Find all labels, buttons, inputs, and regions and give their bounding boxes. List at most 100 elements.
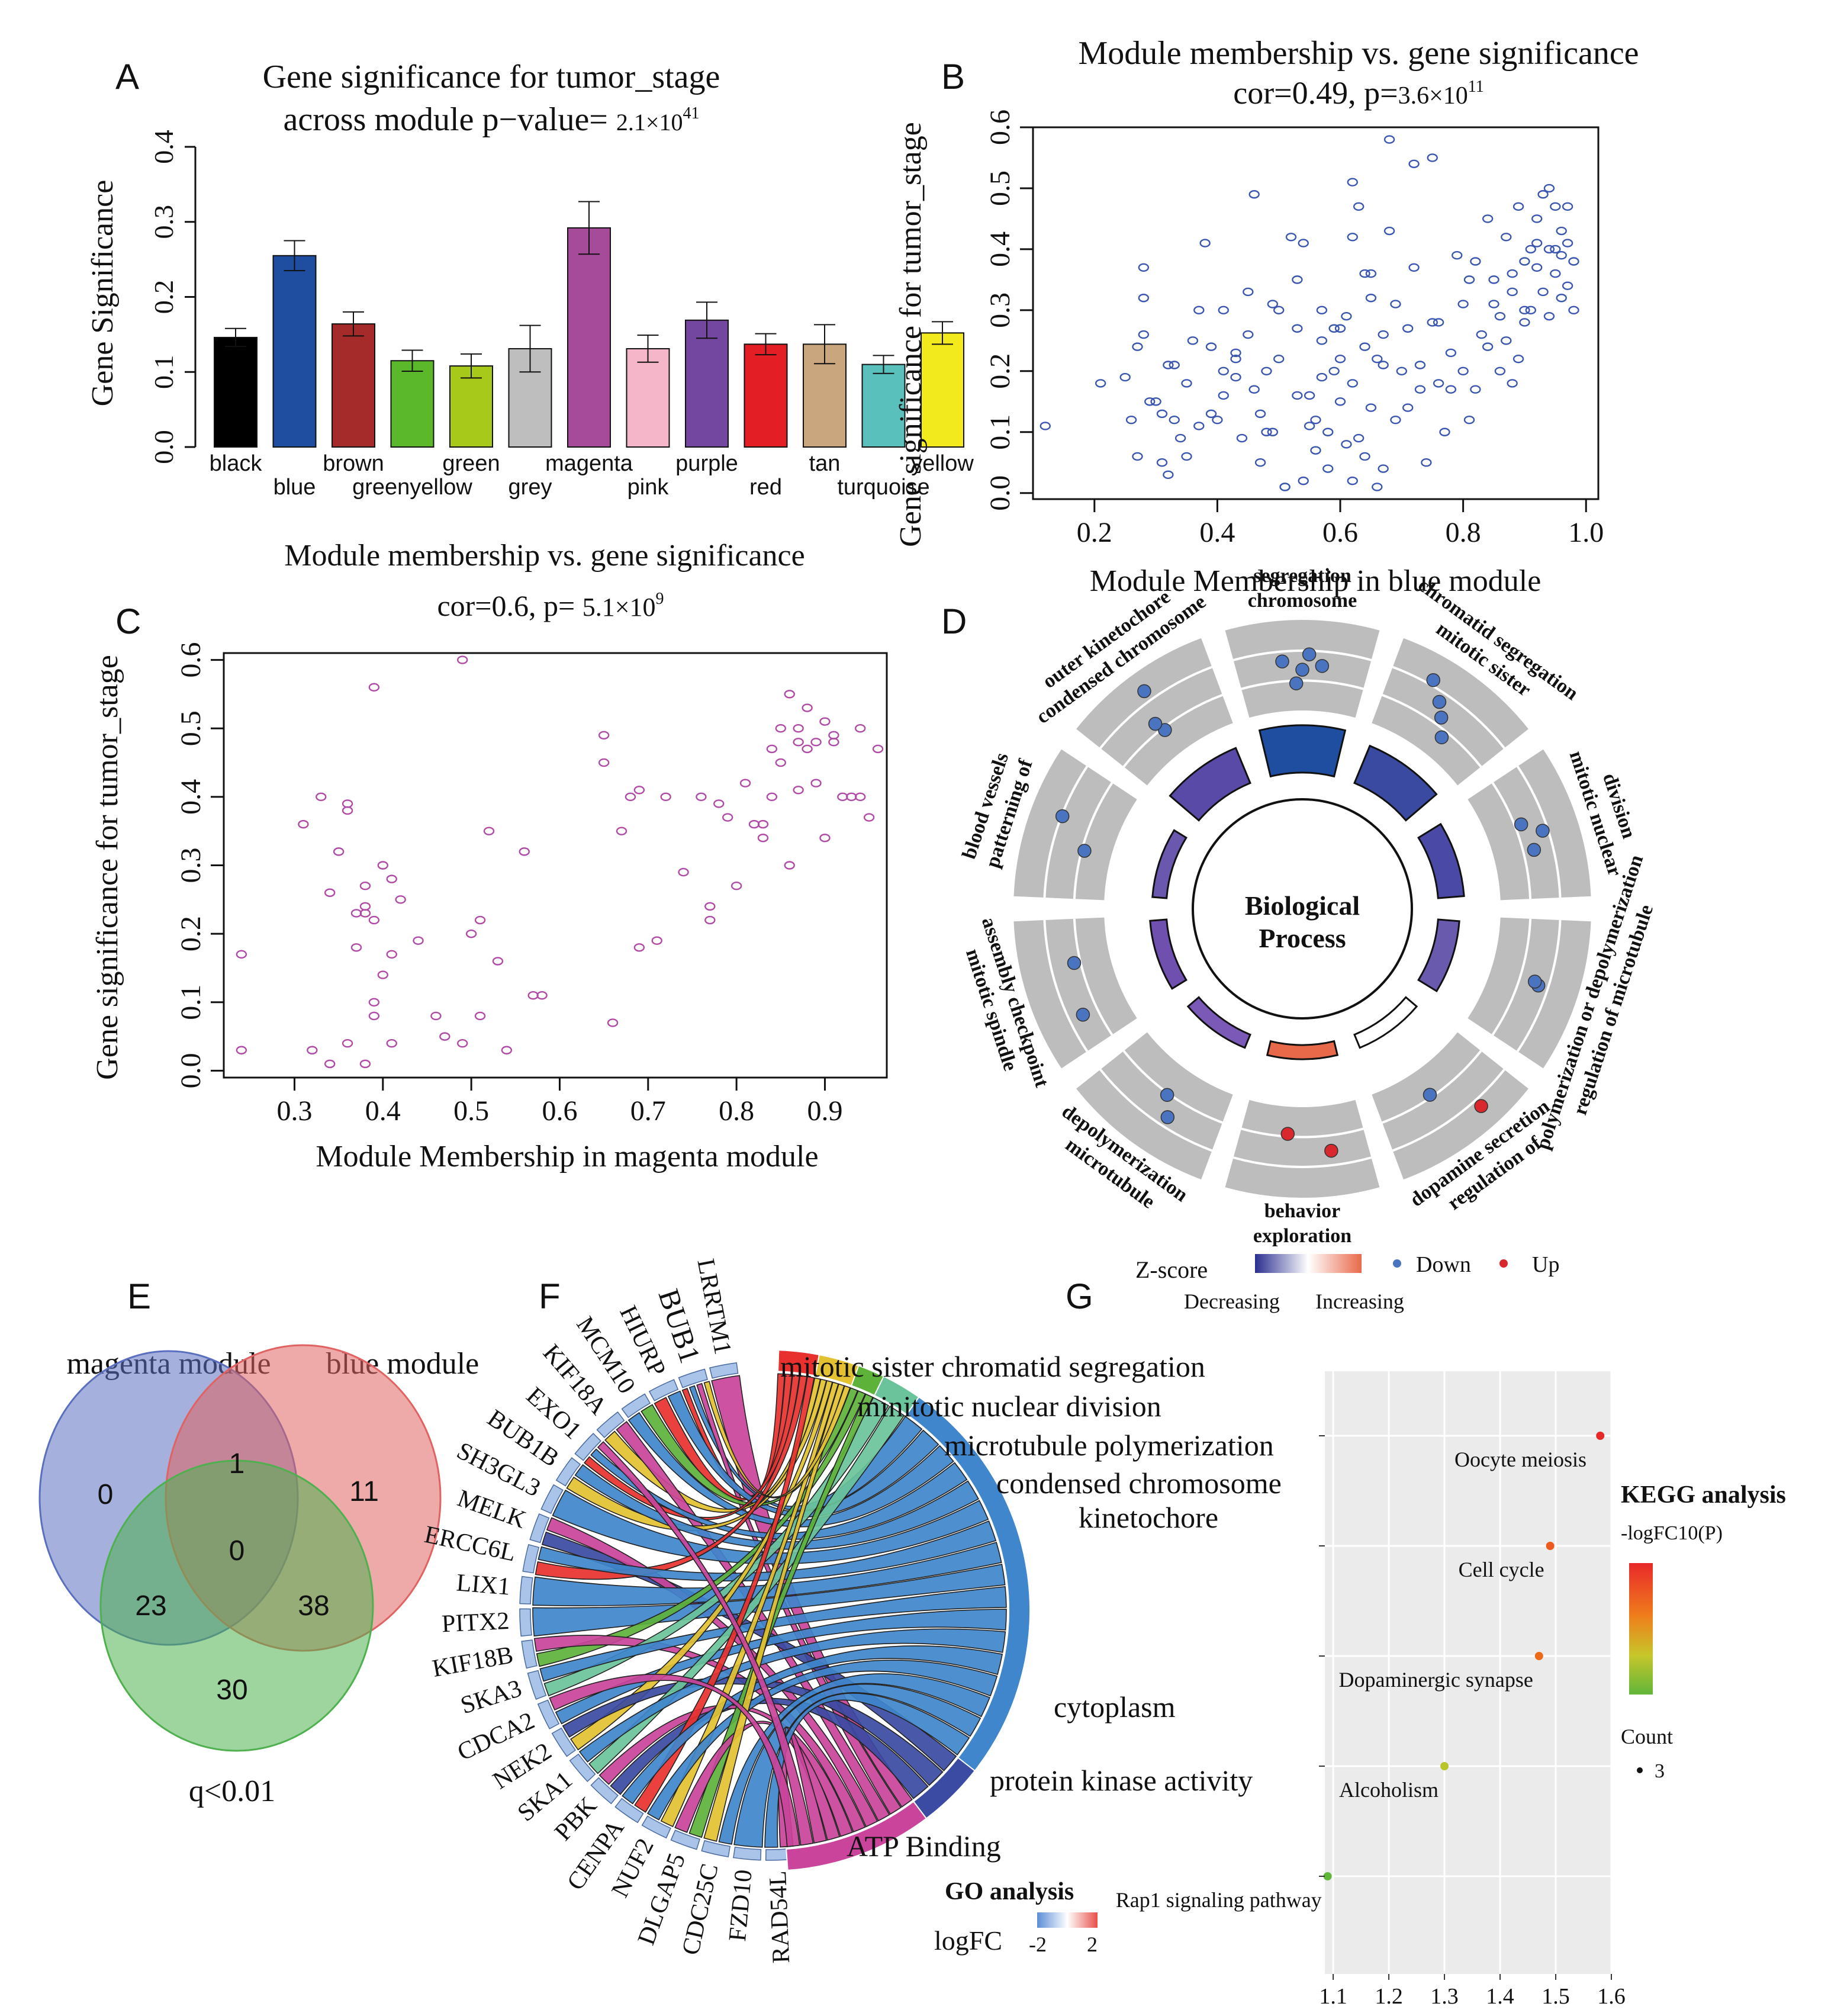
panel-d-center-circle [1192,798,1413,1020]
scatter-point [342,799,353,808]
panel-c-xlabel: Module Membership in magenta module [316,1140,818,1173]
scatter-point [1304,391,1315,400]
panel-g-grid [1325,1371,1613,1974]
go-gene-dot-down [1148,716,1163,731]
scatter-point [1390,415,1401,425]
scatter-point [1568,306,1579,315]
panel-a-bar-chart: Gene significance for tumor_stage across… [86,59,974,500]
scatter-point [1150,397,1161,406]
scatter-point [377,861,388,870]
panel-a-yticks: 0.0 0.1 0.2 0.3 0.4 [149,130,195,464]
chord-ribbon [764,1693,970,1848]
scatter-point [704,902,716,911]
scatter-point [1482,342,1494,351]
scatter-point [1433,318,1444,327]
gene-block-DLGAP5 [670,1829,700,1850]
scatter-point [1248,385,1260,394]
kegg-pathway-label: Cell cycle [1459,1558,1544,1581]
panel-b-title-pvalue-exp: 11 [1468,78,1484,96]
panel-c-title-text: cor=0.6, p= [437,589,582,622]
scatter-point [1494,366,1506,376]
scatter-point [439,1032,450,1041]
scatter-point [474,1011,486,1021]
scatter-point [704,915,716,925]
go-gene-dot-down [1432,694,1447,709]
scatter-point [1328,324,1340,333]
scatter-point [748,819,760,829]
scatter-point [1156,409,1168,419]
bar-label-grey: grey [509,475,552,500]
scatter-point [1501,336,1512,345]
panel-letter-b: B [941,57,965,97]
gene-block-BUB1 [678,1368,708,1388]
panel-a-title-text: across module p−value= [284,101,616,138]
panel-c-scatter: Module membership vs. gene significance … [91,539,888,1173]
y-tick-label: 0.4 [984,231,1016,267]
scatter-point [1507,269,1518,278]
scatter-point [1378,464,1389,473]
go-term-ring [1468,749,1591,901]
term-atp-binding: ATP Binding [847,1829,1001,1863]
scatter-point [1119,372,1131,382]
go-gene-dot-down [1158,723,1172,737]
scatter-point [1163,470,1174,480]
panel-d-legend-decreasing: Decreasing [1184,1290,1280,1313]
bar-greenyellow [390,360,435,448]
chord-ribbon [538,1520,997,1581]
go-zscore-bar [1417,822,1465,899]
venn-blue-green: 38 [298,1590,329,1622]
scatter-point [1174,433,1186,443]
scatter-point [1402,403,1414,412]
scatter-point [1402,324,1414,333]
scatter-point [775,758,787,767]
scatter-point [1507,379,1518,388]
go-zscore-bar [1149,918,1188,990]
scatter-point [519,847,530,856]
go-gene-dot-down [1295,663,1309,677]
scatter-point [527,991,539,1000]
panel-a-title-line1: Gene significance for tumor_stage [263,59,720,95]
x-tick-label: 1.6 [1597,1984,1626,2009]
scatter-point [1372,355,1383,364]
scatter-point [1550,269,1561,278]
scatter-point [386,1038,397,1048]
panel-g-count-dot [1637,1767,1643,1773]
x-tick-label: 1.2 [1375,1984,1403,2009]
scatter-point [1347,178,1358,187]
scatter-point [1230,372,1241,382]
scatter-point [1347,476,1358,485]
go-ring-gridline [1516,919,1562,1052]
go-gene-dot-down [1137,684,1151,699]
kegg-dot [1534,1652,1543,1660]
chord-ribbon [549,1674,800,1847]
scatter-point [413,936,424,945]
panel-f-ribbons [532,1373,1007,1848]
scatter-point [784,861,795,870]
go-zscore-bar [1417,918,1460,993]
scatter-point [1347,379,1358,388]
panel-f-legend-min: -2 [1029,1933,1047,1956]
go-ring-gridline [1043,766,1089,898]
scatter-point [474,915,486,925]
scatter-point [854,724,866,733]
scatter-point [1218,306,1229,315]
scatter-point [1248,190,1260,199]
venn-all-three: 0 [229,1535,245,1567]
panel-b-title-text: cor=0.49, p= [1233,75,1398,111]
bar-purple [685,319,729,448]
kegg-dot [1440,1762,1449,1770]
scatter-point [607,1018,619,1027]
panel-g-count-label: Count [1621,1725,1673,1748]
scatter-point [359,881,371,890]
scatter-point [766,744,778,754]
venn-only-magenta: 0 [98,1479,114,1510]
term-mitotic-sister: mitotic sister chromatid segregation [780,1350,1205,1383]
bar-green [449,365,493,448]
venn-magenta-green: 23 [135,1590,166,1622]
go-ring-gridline [1392,1069,1505,1152]
scatter-point [722,813,733,822]
venn-magenta-blue: 1 [229,1448,245,1480]
scatter-point [1365,269,1377,278]
go-term-label: exploration [1253,1225,1351,1247]
scatter-point [1205,342,1217,351]
